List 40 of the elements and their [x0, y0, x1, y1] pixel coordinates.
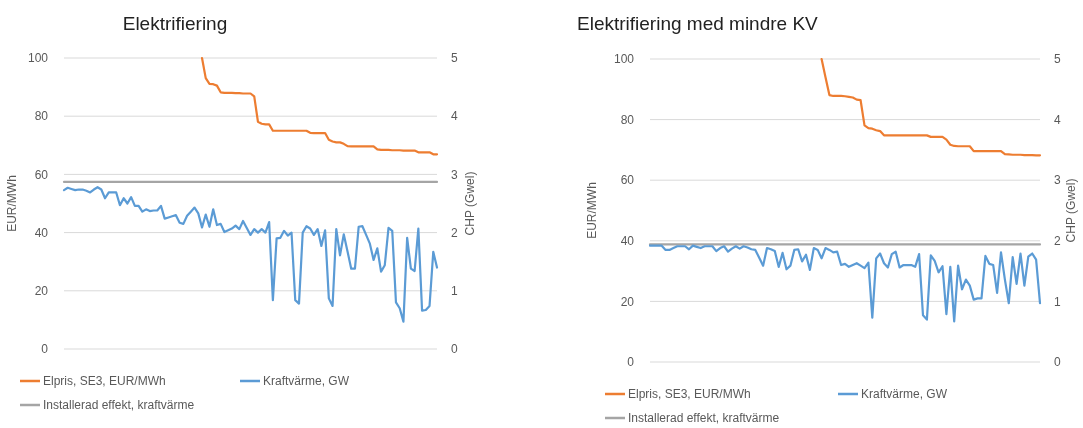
- y2-tick-label: 3: [451, 167, 458, 182]
- y-axis-title: EUR/MWh: [5, 175, 19, 232]
- legend-label: Elpris, SE3, EUR/MWh: [628, 387, 751, 402]
- y-tick-label: 0: [627, 355, 635, 370]
- y-axis-title: EUR/MWh: [585, 182, 599, 239]
- y2-tick-label: 1: [451, 284, 458, 298]
- chart-title: Elektrifiering: [122, 13, 228, 34]
- y2-axis-title: CHP (Gwel): [463, 171, 477, 236]
- y2-tick-label: 2: [1054, 234, 1061, 248]
- y-tick-label: 100: [613, 52, 635, 67]
- y2-tick-label: 0: [1054, 355, 1061, 370]
- legend-label: Kraftvärme, GW: [263, 374, 350, 389]
- chart-title: Elektrifiering med mindre KV: [577, 13, 819, 34]
- y-tick-label: 40: [34, 225, 49, 240]
- y-tick-label: 60: [620, 173, 635, 188]
- legend-label: Installerad effekt, kraftvärme: [43, 398, 195, 413]
- y2-tick-label: 0: [451, 342, 458, 357]
- y-tick-label: 80: [620, 112, 635, 127]
- y-tick-label: 0: [41, 342, 49, 357]
- line-series: [820, 57, 1042, 157]
- line-series: [648, 244, 1042, 323]
- line-series: [62, 186, 439, 323]
- y2-tick-label: 3: [1054, 173, 1061, 188]
- y2-tick-label: 5: [1054, 52, 1061, 67]
- y2-tick-label: 4: [1054, 112, 1061, 127]
- y2-tick-label: 1: [1054, 294, 1061, 309]
- line-series: [200, 56, 439, 156]
- y-tick-label: 20: [34, 284, 49, 298]
- y-tick-label: 80: [34, 109, 49, 124]
- y2-tick-label: 5: [451, 51, 458, 66]
- y-tick-label: 100: [27, 51, 49, 66]
- y2-tick-label: 2: [451, 225, 458, 240]
- y-tick-label: 60: [34, 167, 49, 182]
- legend-label: Elpris, SE3, EUR/MWh: [43, 374, 166, 389]
- legend-label: Kraftvärme, GW: [861, 387, 948, 402]
- y-tick-label: 40: [620, 234, 635, 248]
- legend-label: Installerad effekt, kraftvärme: [628, 411, 780, 426]
- y-tick-label: 20: [620, 294, 635, 309]
- y2-axis-title: CHP (Gwel): [1064, 178, 1078, 243]
- y2-tick-label: 4: [451, 109, 458, 124]
